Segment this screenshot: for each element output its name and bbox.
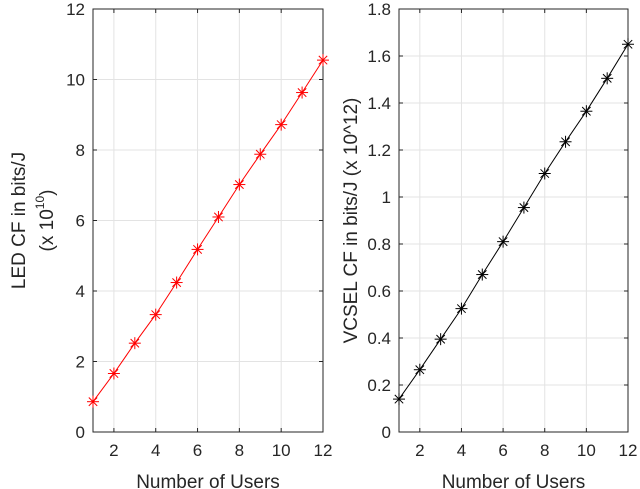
data-point-marker xyxy=(212,210,225,223)
series-line xyxy=(398,44,629,400)
data-point-marker xyxy=(497,235,510,248)
x-axis-title: Number of Users xyxy=(442,472,586,489)
y-tick-label: 0.4 xyxy=(367,329,391,348)
y-axis-unit-suffix: ) xyxy=(37,190,58,196)
x-tick-label: 10 xyxy=(272,441,291,460)
x-tick-label: 2 xyxy=(109,441,118,460)
x-axis-title: Number of Users xyxy=(136,472,280,489)
data-point-marker xyxy=(275,118,288,131)
data-point-marker xyxy=(622,38,634,51)
y-tick-label: 1.4 xyxy=(367,94,391,113)
data-point-marker xyxy=(517,201,530,214)
data-point-marker xyxy=(107,367,120,380)
data-point-marker xyxy=(149,308,162,321)
y-axis-title-unit: (x 1010) xyxy=(33,190,58,252)
y-tick-label: 6 xyxy=(76,212,85,231)
data-point-marker xyxy=(434,333,447,346)
x-tick-label: 6 xyxy=(498,441,507,460)
x-tick-label: 10 xyxy=(577,441,596,460)
data-point-marker xyxy=(254,148,267,161)
y-axis-unit-exponent: 10 xyxy=(33,196,47,210)
led-cf-chart: 2 4 6 8 10 12 0 2 4 6 8 10 12 Number of Users LED CF… xyxy=(9,0,332,489)
x-tick-label: 4 xyxy=(457,441,466,460)
y-tick-label: 0 xyxy=(382,423,391,442)
data-point-marker xyxy=(296,86,309,99)
y-tick-label: 0.2 xyxy=(367,376,391,395)
data-point-marker xyxy=(87,395,99,408)
y-tick-label: 10 xyxy=(66,71,85,90)
y-tick-label: 2 xyxy=(76,353,85,372)
x-tick-label: 4 xyxy=(151,441,160,460)
y-tick-label: 1.8 xyxy=(367,0,391,19)
data-point-marker xyxy=(317,54,329,67)
data-point-marker xyxy=(128,337,141,350)
y-tick-label: 1 xyxy=(382,188,391,207)
x-tick-label: 12 xyxy=(619,441,638,460)
data-point-marker xyxy=(538,167,551,180)
y-tick-label: 0 xyxy=(76,423,85,442)
data-point-marker xyxy=(170,276,183,289)
data-point-marker xyxy=(393,393,405,406)
data-point-marker xyxy=(580,105,593,118)
vcsel-cf-chart: 2 4 6 8 10 12 0 0.2 0.4 0.6 0.8 1 1.2 1.4 1.6 1.8 Numbe… xyxy=(341,0,637,489)
data-point-marker xyxy=(413,363,426,376)
data-point-marker xyxy=(476,268,489,281)
y-tick-label: 0.8 xyxy=(367,235,391,254)
data-point-marker xyxy=(559,135,572,148)
data-point-marker xyxy=(191,243,204,256)
x-tick-label: 8 xyxy=(540,441,549,460)
x-tick-label: 8 xyxy=(235,441,244,460)
y-tick-label: 4 xyxy=(76,282,85,301)
y-tick-label: 1.6 xyxy=(367,47,391,66)
data-point-marker xyxy=(233,178,246,191)
y-axis-title: LED CF in bits/J xyxy=(9,152,30,289)
x-tick-label: 2 xyxy=(415,441,424,460)
y-tick-label: 0.6 xyxy=(367,282,391,301)
y-tick-label: 12 xyxy=(66,0,85,19)
plot-area-frame xyxy=(398,8,629,433)
data-point-marker xyxy=(601,72,614,85)
y-axis-unit-prefix: (x 10 xyxy=(37,209,58,251)
y-axis-title: VCSEL CF in bits/J (x 10^12) xyxy=(341,98,362,344)
y-tick-label: 1.2 xyxy=(367,141,391,160)
data-point-marker xyxy=(455,302,468,315)
x-tick-label: 6 xyxy=(193,441,202,460)
y-tick-label: 8 xyxy=(76,141,85,160)
series-line xyxy=(92,59,324,402)
x-tick-label: 12 xyxy=(314,441,333,460)
